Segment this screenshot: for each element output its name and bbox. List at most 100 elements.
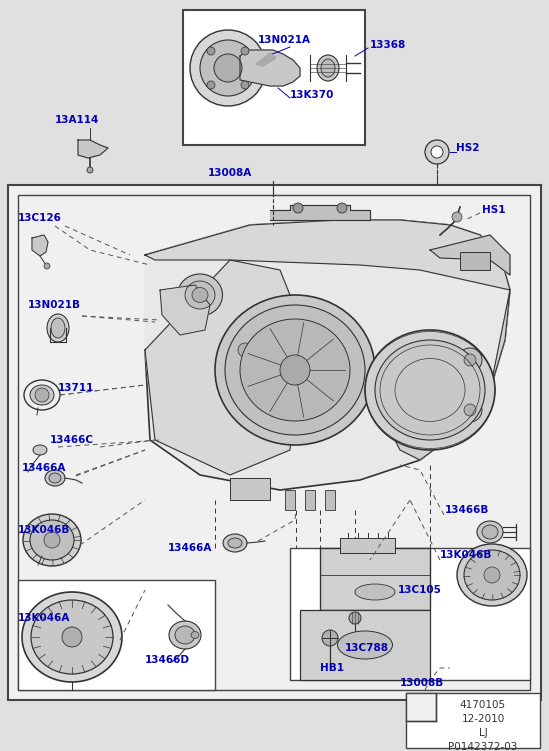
Ellipse shape	[321, 59, 335, 77]
Ellipse shape	[192, 288, 208, 303]
Bar	[8, 185, 541, 700]
Ellipse shape	[225, 305, 365, 435]
Text: 13A114: 13A114	[55, 115, 99, 125]
Circle shape	[337, 203, 347, 213]
Bar	[290, 548, 530, 680]
Ellipse shape	[240, 319, 350, 421]
Ellipse shape	[30, 385, 54, 405]
Circle shape	[241, 47, 249, 55]
Text: 13466B: 13466B	[445, 505, 489, 515]
Bar	[325, 490, 335, 510]
Polygon shape	[78, 140, 108, 158]
Bar	[18, 580, 215, 690]
Ellipse shape	[49, 473, 61, 483]
Text: 13466D: 13466D	[145, 655, 190, 665]
Polygon shape	[240, 50, 300, 86]
Circle shape	[44, 263, 50, 269]
Text: 13K046B: 13K046B	[440, 550, 492, 560]
Ellipse shape	[175, 626, 195, 644]
Text: HS1: HS1	[482, 205, 506, 215]
Text: 13C105: 13C105	[398, 585, 442, 595]
Polygon shape	[145, 220, 510, 490]
Bar	[320, 548, 430, 610]
Ellipse shape	[482, 525, 498, 539]
Bar	[460, 252, 490, 270]
Polygon shape	[145, 260, 300, 475]
Ellipse shape	[317, 55, 339, 81]
Circle shape	[322, 630, 338, 646]
Text: 13711: 13711	[58, 383, 94, 393]
Ellipse shape	[51, 318, 65, 338]
Ellipse shape	[228, 538, 242, 548]
Ellipse shape	[375, 340, 485, 440]
Text: 13466A: 13466A	[22, 463, 66, 473]
Bar	[183, 10, 365, 145]
Text: 13K370: 13K370	[290, 90, 334, 100]
Text: HS2: HS2	[456, 143, 479, 153]
Circle shape	[231, 336, 259, 364]
Bar	[285, 490, 295, 510]
Bar	[18, 195, 530, 690]
Circle shape	[425, 140, 449, 164]
Circle shape	[431, 146, 443, 158]
Circle shape	[458, 348, 482, 372]
Ellipse shape	[30, 520, 74, 560]
Polygon shape	[430, 235, 510, 275]
Text: 13368: 13368	[370, 40, 406, 50]
Polygon shape	[256, 53, 276, 66]
Text: 13N021B: 13N021B	[28, 300, 81, 310]
Circle shape	[484, 567, 500, 583]
Text: 13008B: 13008B	[400, 678, 444, 688]
Ellipse shape	[169, 621, 201, 649]
Ellipse shape	[47, 314, 69, 342]
Ellipse shape	[33, 445, 47, 455]
Polygon shape	[270, 205, 370, 220]
Ellipse shape	[338, 631, 393, 659]
Circle shape	[207, 81, 215, 89]
Text: 13C126: 13C126	[18, 213, 62, 223]
Circle shape	[458, 398, 482, 422]
Ellipse shape	[215, 295, 375, 445]
Ellipse shape	[365, 330, 495, 450]
Ellipse shape	[464, 550, 520, 600]
Bar	[406, 693, 540, 748]
Polygon shape	[390, 290, 510, 460]
Ellipse shape	[22, 592, 122, 682]
Ellipse shape	[185, 281, 215, 309]
Text: 13466A: 13466A	[168, 543, 212, 553]
Text: 13K046B: 13K046B	[18, 525, 70, 535]
Circle shape	[238, 343, 252, 357]
Text: 13K046A: 13K046A	[18, 613, 70, 623]
Text: LJ: LJ	[479, 728, 488, 738]
Text: HB1: HB1	[320, 663, 344, 673]
Circle shape	[293, 203, 303, 213]
Polygon shape	[32, 235, 48, 256]
Ellipse shape	[177, 274, 222, 316]
Text: 13C788: 13C788	[345, 643, 389, 653]
Bar	[300, 610, 430, 680]
Circle shape	[349, 612, 361, 624]
Bar	[305, 490, 315, 510]
Circle shape	[62, 627, 82, 647]
Ellipse shape	[223, 534, 247, 552]
Text: 13466C: 13466C	[50, 435, 94, 445]
Circle shape	[87, 167, 93, 173]
Circle shape	[214, 54, 242, 82]
Circle shape	[241, 81, 249, 89]
Ellipse shape	[191, 632, 199, 638]
Ellipse shape	[31, 600, 113, 674]
Circle shape	[207, 47, 215, 55]
Ellipse shape	[23, 514, 81, 566]
Circle shape	[200, 40, 256, 96]
Text: 4170105: 4170105	[460, 700, 506, 710]
Ellipse shape	[477, 521, 503, 543]
Ellipse shape	[457, 544, 527, 606]
Ellipse shape	[355, 584, 395, 600]
Polygon shape	[145, 220, 510, 290]
Bar	[406, 693, 436, 721]
Text: 13008A: 13008A	[208, 168, 252, 178]
Text: 13N021A: 13N021A	[258, 35, 311, 45]
Ellipse shape	[45, 470, 65, 486]
Bar	[340, 538, 395, 553]
Circle shape	[35, 388, 49, 402]
